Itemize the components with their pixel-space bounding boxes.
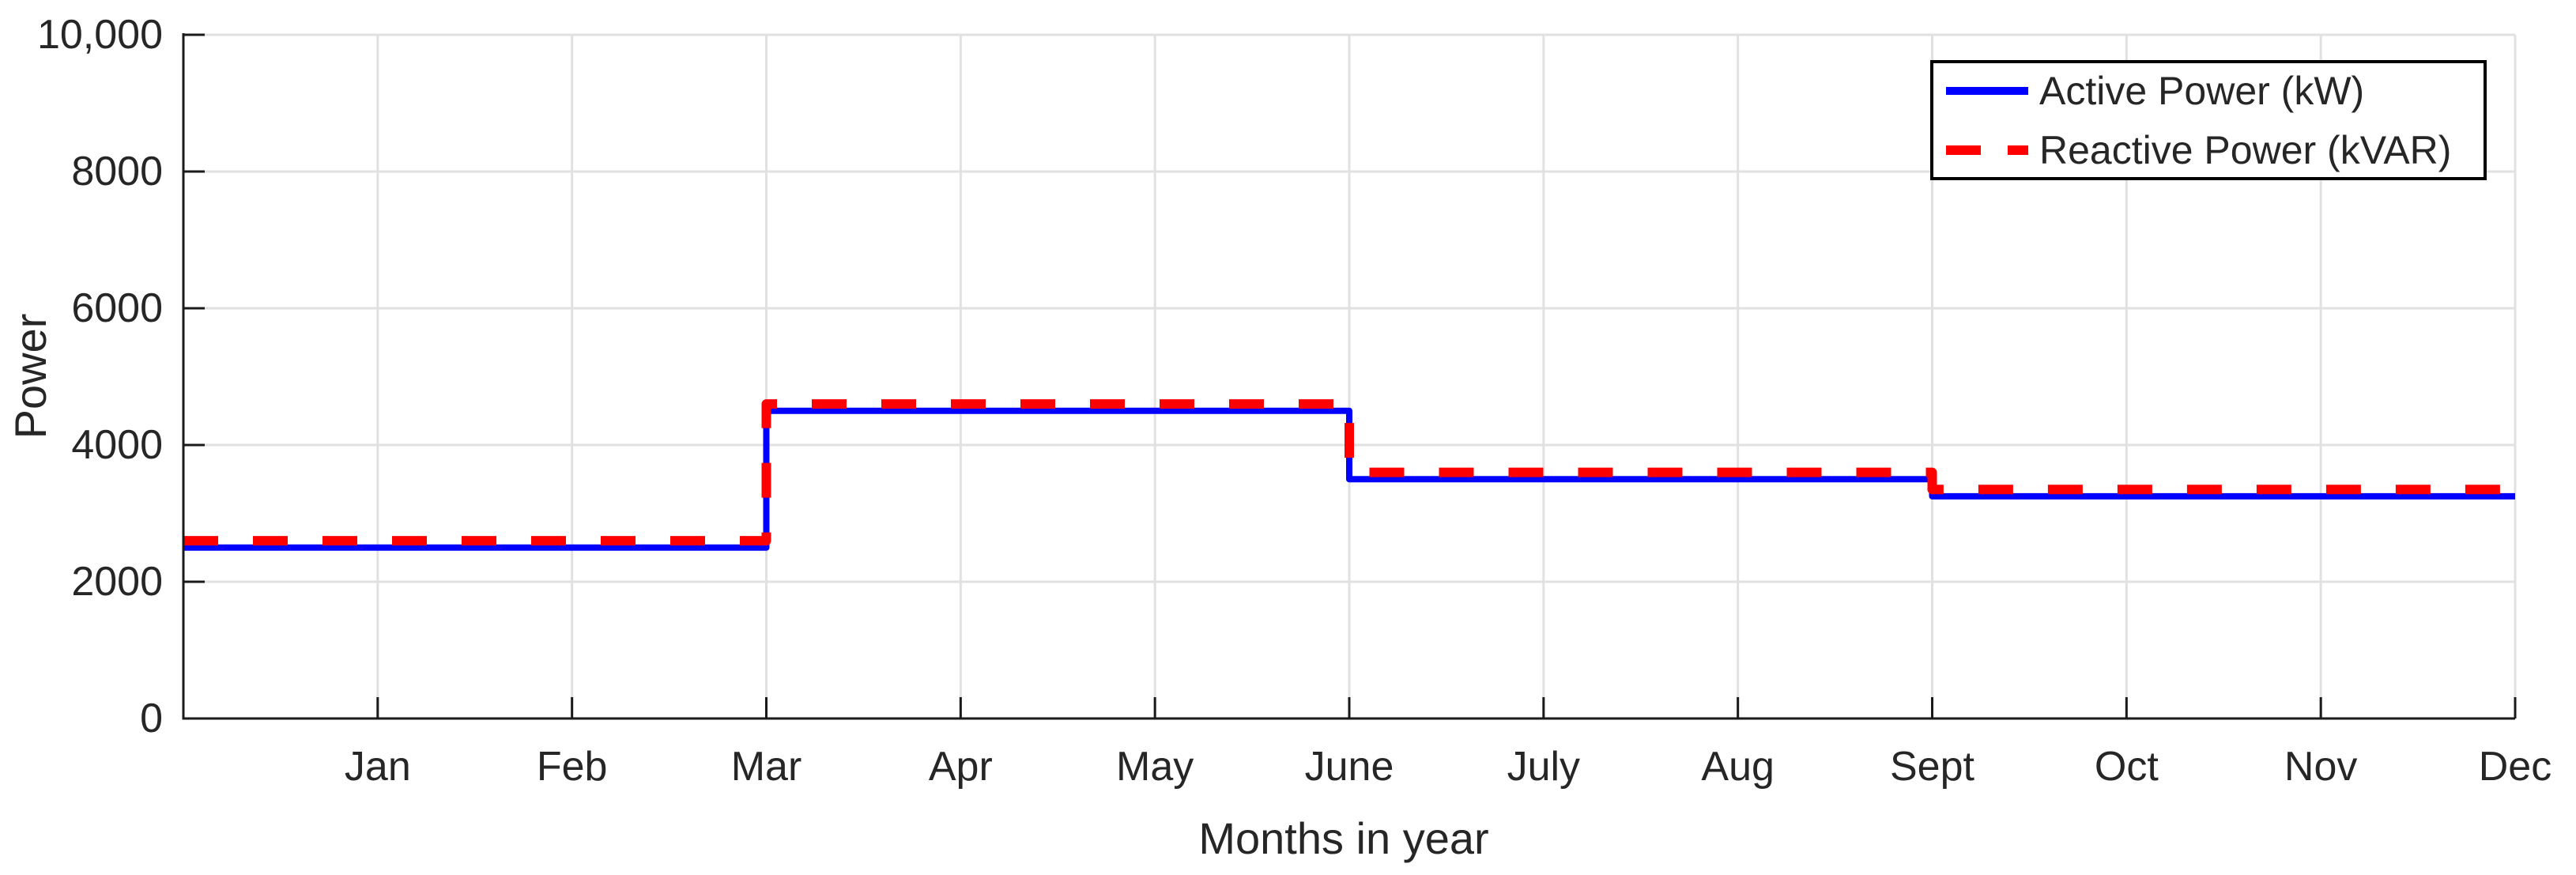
x-tick-label: Oct bbox=[2095, 744, 2159, 790]
y-tick-label: 4000 bbox=[71, 422, 163, 468]
x-tick-label: May bbox=[1116, 744, 1194, 790]
x-tick-label: Nov bbox=[2284, 744, 2357, 790]
legend: Active Power (kW) Reactive Power (kVAR) bbox=[1930, 60, 2487, 180]
axis-ticks bbox=[183, 33, 2517, 720]
x-tick-label: Feb bbox=[537, 744, 608, 790]
legend-label-reactive-power: Reactive Power (kVAR) bbox=[2039, 128, 2451, 172]
legend-box bbox=[1930, 60, 2487, 180]
y-tick-label: 6000 bbox=[71, 285, 163, 331]
y-tick-label: 8000 bbox=[71, 149, 163, 194]
reactive-power-line bbox=[183, 399, 2515, 546]
y-tick-label: 0 bbox=[140, 696, 163, 741]
tick-labels: Jan Feb Mar Apr May June July Aug Sept Oct Nov Dec 0… bbox=[37, 12, 2551, 790]
x-tick-label: Sept bbox=[1890, 744, 1975, 790]
data-series bbox=[183, 399, 2515, 551]
x-tick-label: Dec bbox=[2479, 744, 2551, 790]
x-tick-label: Mar bbox=[731, 744, 802, 790]
legend-label-active-power: Active Power (kW) bbox=[2039, 69, 2364, 113]
x-tick-label: July bbox=[1507, 744, 1580, 790]
y-tick-label: 10,000 bbox=[37, 12, 163, 58]
y-axis-label: Power bbox=[6, 314, 55, 439]
y-tick-label: 2000 bbox=[71, 559, 163, 605]
x-tick-label: Aug bbox=[1701, 744, 1775, 790]
x-tick-label: Jan bbox=[345, 744, 411, 790]
x-tick-label: June bbox=[1305, 744, 1394, 790]
x-axis-label: Months in year bbox=[1198, 813, 1488, 863]
x-tick-label: Apr bbox=[929, 744, 993, 790]
